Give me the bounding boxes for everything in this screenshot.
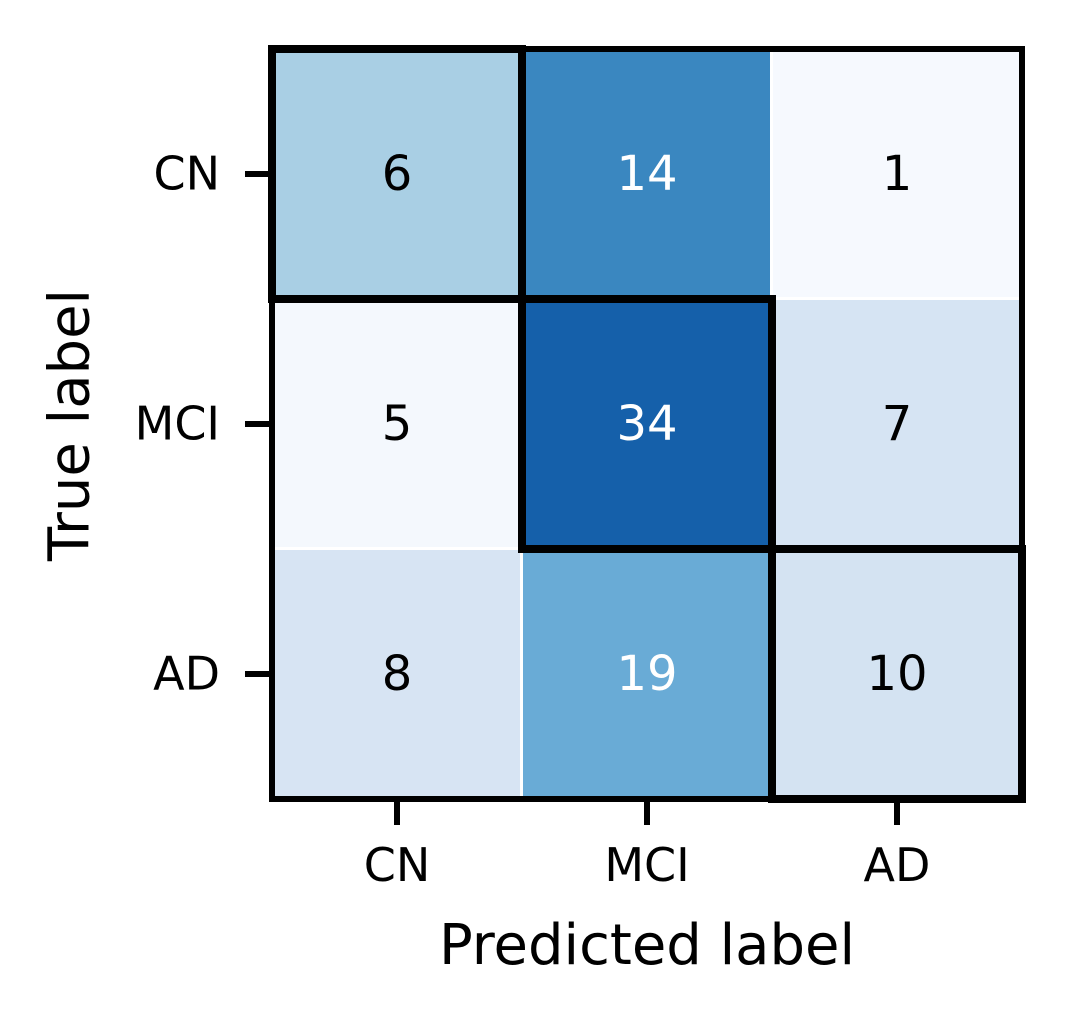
diagonal-cell-outline-mci	[518, 295, 776, 553]
cell-value: 1	[881, 146, 913, 202]
x-tick	[394, 801, 400, 825]
y-tick-label-cn: CN	[153, 146, 220, 201]
heatmap-cell-cn-ad: 1	[772, 49, 1022, 299]
x-tick	[644, 801, 650, 825]
heatmap-cell-cn-mci: 14	[522, 49, 772, 299]
y-tick	[245, 671, 269, 677]
y-tick	[245, 421, 269, 427]
cell-value: 7	[881, 396, 913, 452]
heatmap-cell-mci-mci: 34	[522, 299, 772, 549]
y-axis-title: True label	[37, 288, 103, 562]
cell-value: 10	[866, 646, 928, 702]
cell-value: 19	[616, 646, 678, 702]
cell-value: 8	[381, 646, 413, 702]
y-tick	[245, 171, 269, 177]
x-tick-label-mci: MCI	[604, 838, 690, 892]
heatmap-cell-ad-ad: 10	[772, 549, 1022, 799]
cell-value: 34	[616, 396, 678, 452]
heatmap-cell-cn-cn: 6	[272, 49, 522, 299]
cell-value: 5	[381, 396, 413, 452]
x-tick-label-ad: AD	[863, 838, 931, 892]
x-tick	[894, 801, 900, 825]
y-tick-label-mci: MCI	[134, 396, 220, 451]
x-tick-label-cn: CN	[363, 838, 431, 892]
x-axis-title: Predicted label	[438, 913, 856, 978]
cell-value: 6	[381, 146, 413, 202]
cell-value: 14	[616, 146, 678, 202]
heatmap-cell-mci-ad: 7	[772, 299, 1022, 549]
heatmap-cell-mci-cn: 5	[272, 299, 522, 549]
y-tick-label-ad: AD	[153, 646, 220, 701]
heatmap-cell-ad-cn: 8	[272, 549, 522, 799]
axes-spine	[269, 46, 1025, 802]
heatmap-cell-ad-mci: 19	[522, 549, 772, 799]
